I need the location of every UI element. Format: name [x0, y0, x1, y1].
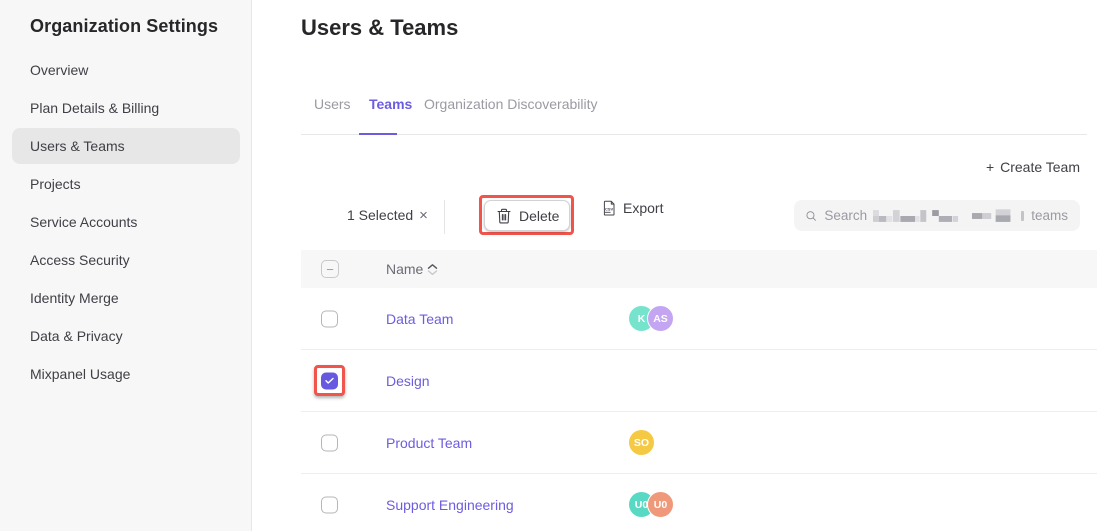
- svg-text:CSV: CSV: [605, 207, 614, 212]
